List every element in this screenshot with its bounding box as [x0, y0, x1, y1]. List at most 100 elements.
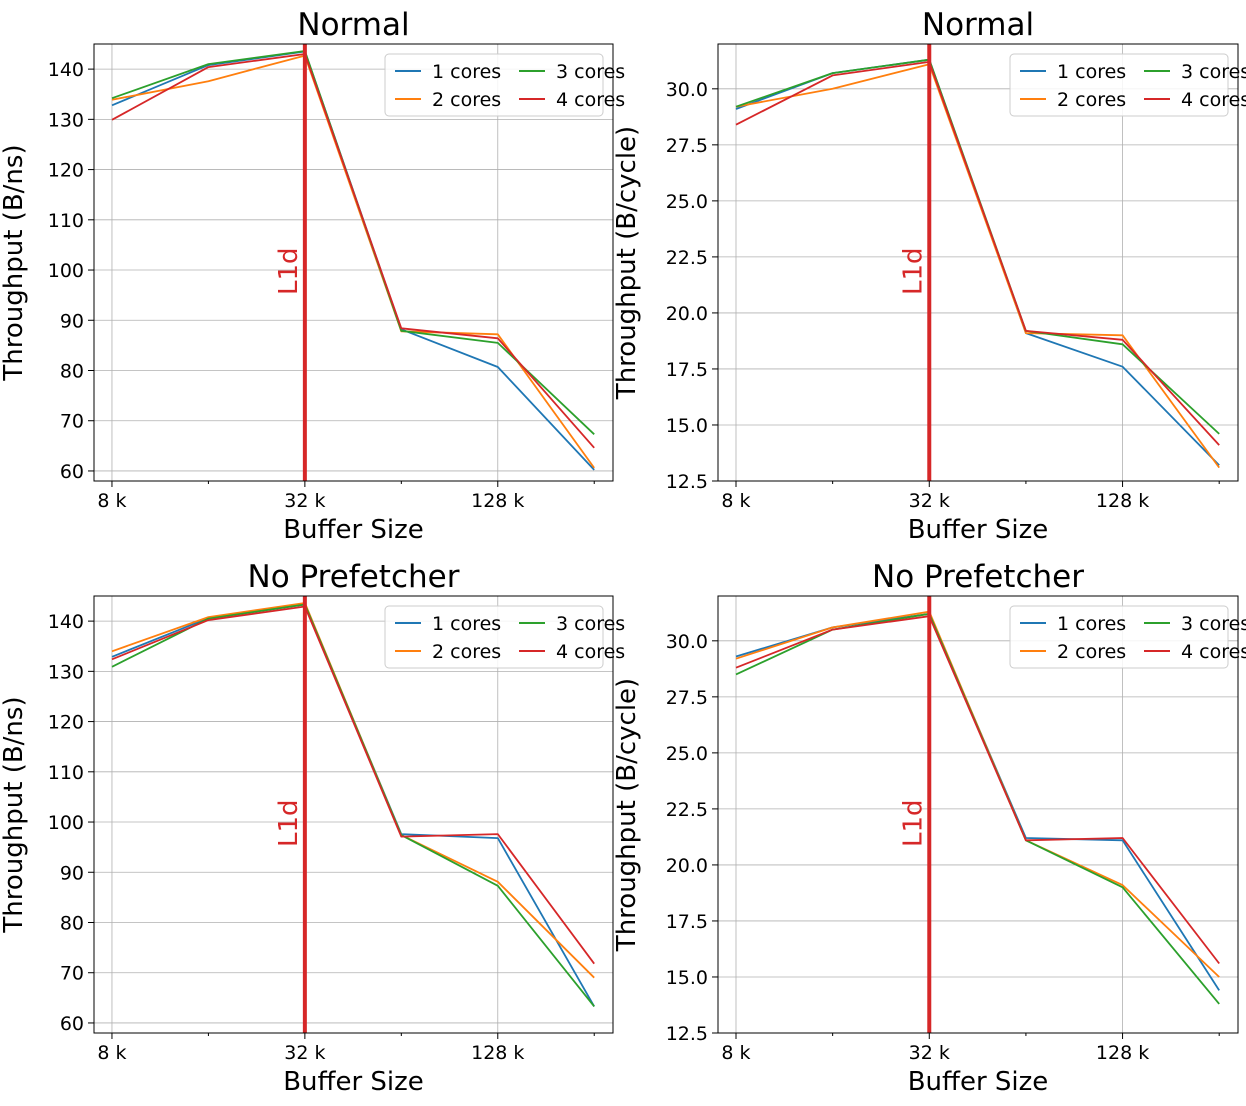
y-tick-label: 15.0 — [666, 415, 708, 437]
legend-label: 1 cores — [432, 613, 501, 635]
legend: 1 cores 2 cores 3 cores 4 cores — [1009, 53, 1246, 117]
x-tick-label: 32 k — [909, 490, 950, 512]
y-axis-label: Throughput (B/cycle) — [612, 126, 642, 400]
chart-panel: L1d 60 70 80 90 100 110 120 130 140 8 k 32 k 128 k No… — [0, 559, 625, 1097]
y-tick-label: 20.0 — [666, 303, 708, 325]
x-axis-label: Buffer Size — [908, 515, 1049, 545]
legend-label: 4 cores — [1181, 641, 1246, 663]
y-tick-label: 17.5 — [666, 911, 708, 933]
plot-frame — [93, 43, 614, 482]
legend-label: 1 cores — [1057, 613, 1126, 635]
y-tick-label: 20.0 — [666, 855, 708, 877]
y-axis-label: Throughput (B/ns) — [0, 144, 29, 381]
l1d-annotation: L1d — [898, 799, 928, 847]
series-line-2-cores — [111, 54, 595, 469]
y-tick-label: 80 — [60, 912, 84, 934]
y-tick-label: 110 — [48, 762, 84, 784]
plot-frame — [717, 595, 1239, 1034]
y-tick-label: 100 — [48, 260, 84, 282]
x-axis-label: Buffer Size — [908, 1067, 1049, 1097]
y-tick-label: 25.0 — [666, 743, 708, 765]
y-tick-label: 17.5 — [666, 359, 708, 381]
y-tick-label: 130 — [48, 109, 84, 131]
x-tick-label: 32 k — [284, 490, 325, 512]
y-tick-label: 22.5 — [666, 799, 708, 821]
x-tick-label: 8 k — [97, 490, 126, 512]
x-tick-label: 8 k — [97, 1042, 126, 1064]
legend-box — [1009, 605, 1229, 669]
chart-title: No Prefetcher — [248, 559, 460, 595]
y-tick-label: 30.0 — [666, 631, 708, 653]
chart-title: Normal — [922, 7, 1034, 43]
y-tick-label: 30.0 — [666, 79, 708, 101]
legend: 1 cores 2 cores 3 cores 4 cores — [384, 53, 625, 117]
y-tick-label: 12.5 — [666, 471, 708, 493]
legend-label: 2 cores — [1057, 89, 1126, 111]
series-line-1-cores — [735, 613, 1220, 991]
y-tick-label: 90 — [60, 862, 84, 884]
legend-label: 2 cores — [432, 641, 501, 663]
chart-panel: L1d 12.5 15.0 17.5 20.0 22.5 25.0 27.5 30.0 8 k 32… — [612, 559, 1246, 1097]
legend-box — [384, 605, 604, 669]
x-axis-label: Buffer Size — [283, 1067, 424, 1097]
chart-title: Normal — [297, 7, 409, 43]
x-tick-label: 8 k — [721, 1042, 750, 1064]
y-tick-label: 70 — [60, 411, 84, 433]
series-line-4-cores — [735, 61, 1220, 446]
x-tick-label: 32 k — [284, 1042, 325, 1064]
legend-box — [384, 53, 604, 117]
plot-frame — [717, 43, 1239, 482]
legend-label: 1 cores — [432, 61, 501, 83]
legend-label: 4 cores — [556, 641, 625, 663]
legend-label: 2 cores — [432, 89, 501, 111]
plot-frame — [93, 595, 614, 1034]
y-tick-label: 70 — [60, 963, 84, 985]
chart-panel: L1d 12.5 15.0 17.5 20.0 22.5 25.0 27.5 30.0 8 k 32… — [612, 7, 1246, 545]
series-line-4-cores — [111, 605, 595, 965]
y-tick-label: 60 — [60, 1013, 84, 1035]
y-tick-label: 25.0 — [666, 191, 708, 213]
x-tick-label: 128 k — [1096, 1042, 1149, 1064]
y-tick-label: 140 — [48, 611, 84, 633]
legend: 1 cores 2 cores 3 cores 4 cores — [384, 605, 625, 669]
y-tick-label: 110 — [48, 210, 84, 232]
y-tick-label: 12.5 — [666, 1023, 708, 1045]
y-tick-label: 15.0 — [666, 967, 708, 989]
y-axis-label: Throughput (B/cycle) — [612, 678, 642, 952]
chart-title: No Prefetcher — [872, 559, 1084, 595]
legend-box — [1009, 53, 1229, 117]
legend-label: 3 cores — [1181, 61, 1246, 83]
y-axis-label: Throughput (B/ns) — [0, 696, 29, 933]
legend: 1 cores 2 cores 3 cores 4 cores — [1009, 605, 1246, 669]
legend-label: 3 cores — [556, 61, 625, 83]
y-tick-label: 90 — [60, 310, 84, 332]
x-tick-label: 128 k — [1096, 490, 1149, 512]
legend-label: 3 cores — [556, 613, 625, 635]
y-tick-label: 120 — [48, 160, 84, 182]
x-tick-label: 32 k — [909, 1042, 950, 1064]
series-line-4-cores — [111, 53, 595, 449]
series-line-2-cores — [735, 63, 1220, 469]
legend-label: 3 cores — [1181, 613, 1246, 635]
y-tick-label: 100 — [48, 812, 84, 834]
y-tick-label: 140 — [48, 59, 84, 81]
y-tick-label: 27.5 — [666, 687, 708, 709]
legend-label: 4 cores — [556, 89, 625, 111]
legend-label: 4 cores — [1181, 89, 1246, 111]
x-tick-label: 128 k — [471, 490, 524, 512]
l1d-annotation: L1d — [898, 247, 928, 295]
x-tick-label: 128 k — [471, 1042, 524, 1064]
y-tick-label: 120 — [48, 712, 84, 734]
series-line-1-cores — [735, 58, 1220, 466]
series-line-4-cores — [735, 615, 1220, 965]
y-tick-label: 27.5 — [666, 135, 708, 157]
y-tick-label: 130 — [48, 661, 84, 683]
x-tick-label: 8 k — [721, 490, 750, 512]
y-tick-label: 22.5 — [666, 247, 708, 269]
legend-label: 2 cores — [1057, 641, 1126, 663]
legend-label: 1 cores — [1057, 61, 1126, 83]
l1d-annotation: L1d — [274, 247, 304, 295]
chart-panel: L1d 60 70 80 90 100 110 120 130 140 8 k 32 k 128 k No… — [0, 7, 625, 545]
l1d-annotation: L1d — [274, 799, 304, 847]
